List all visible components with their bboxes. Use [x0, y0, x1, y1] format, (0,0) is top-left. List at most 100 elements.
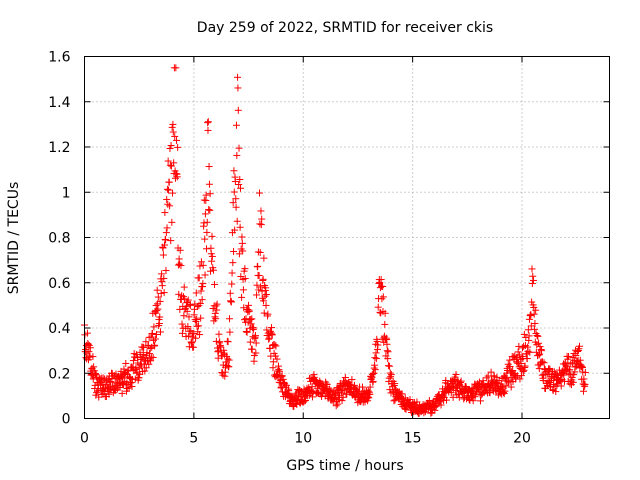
data-point [151, 335, 159, 343]
data-point [341, 373, 349, 381]
data-point [197, 258, 205, 266]
data-point [366, 390, 374, 398]
data-point [285, 389, 293, 397]
data-point [190, 330, 198, 338]
data-point [525, 332, 533, 340]
data-point [323, 381, 331, 389]
data-point [379, 282, 387, 290]
data-point [150, 336, 158, 344]
data-point [372, 355, 380, 363]
x-tick-label: 0 [80, 431, 89, 447]
data-point [173, 136, 181, 144]
data-point [383, 340, 391, 348]
data-point [178, 292, 186, 300]
data-point [173, 173, 181, 181]
grid-lines [84, 56, 610, 419]
data-point [278, 372, 286, 380]
data-point [86, 353, 94, 361]
data-point [186, 301, 194, 309]
data-point [387, 371, 395, 379]
data-point [196, 331, 204, 339]
data-point [235, 250, 243, 258]
data-point [167, 141, 175, 149]
data-point [374, 303, 382, 311]
data-point [105, 390, 113, 398]
x-axis-label: GPS time / hours [286, 458, 403, 474]
data-point [228, 269, 236, 277]
data-point [376, 278, 384, 286]
data-point [192, 289, 200, 297]
data-point [85, 348, 93, 356]
data-point [225, 356, 233, 364]
data-point [150, 323, 158, 331]
data-point [152, 301, 160, 309]
data-point [201, 271, 209, 279]
data-point [127, 379, 135, 387]
data-point [571, 363, 579, 371]
data-point [253, 291, 261, 299]
data-point [142, 338, 150, 346]
y-tick-label: 0.4 [48, 321, 70, 337]
data-point [538, 347, 546, 355]
plot-frame [84, 56, 610, 419]
data-point [211, 280, 219, 288]
data-point [199, 261, 207, 269]
data-point [455, 382, 463, 390]
data-point [271, 341, 279, 349]
y-tick-label: 1.6 [48, 50, 70, 66]
data-point [151, 342, 159, 350]
data-point [225, 363, 233, 371]
data-point [153, 307, 161, 315]
data-point [248, 345, 256, 353]
data-point [234, 73, 242, 81]
data-point [189, 343, 197, 351]
data-point [536, 350, 544, 358]
data-point [215, 330, 223, 338]
y-tick-label: 0.6 [48, 276, 70, 292]
data-point [188, 338, 196, 346]
data-point [231, 178, 239, 186]
data-point [184, 296, 192, 304]
data-point [572, 351, 580, 359]
x-tick-label: 20 [513, 431, 531, 447]
data-point [390, 397, 398, 405]
data-point [544, 378, 552, 386]
data-point [239, 247, 247, 255]
data-point [162, 266, 170, 274]
data-point [258, 215, 266, 223]
data-point [340, 386, 348, 394]
data-point [364, 387, 372, 395]
data-point [384, 348, 392, 356]
data-point [406, 396, 414, 404]
data-point [158, 282, 166, 290]
data-point [169, 128, 177, 136]
data-point [531, 325, 539, 333]
data-point [259, 275, 267, 283]
data-point [227, 298, 235, 306]
data-point [235, 181, 243, 189]
data-point [554, 371, 562, 379]
data-point [257, 283, 265, 291]
data-point [89, 375, 97, 383]
data-point [442, 376, 450, 384]
data-point [234, 106, 242, 114]
data-point [181, 295, 189, 303]
data-point [560, 371, 568, 379]
data-point [369, 377, 377, 385]
data-point [230, 167, 238, 175]
data-point [241, 265, 249, 273]
data-point [494, 391, 502, 399]
data-point [198, 296, 206, 304]
data-point [157, 289, 165, 297]
data-point [383, 347, 391, 355]
data-point [93, 389, 101, 397]
data-point [334, 400, 342, 408]
data-point [91, 370, 99, 378]
data-point [203, 228, 211, 236]
data-point [110, 372, 118, 380]
data-point [247, 320, 255, 328]
data-point [231, 226, 239, 234]
data-point [195, 274, 203, 282]
y-axis-label: SRMTID / TECUs [6, 182, 22, 295]
data-point [257, 207, 265, 215]
